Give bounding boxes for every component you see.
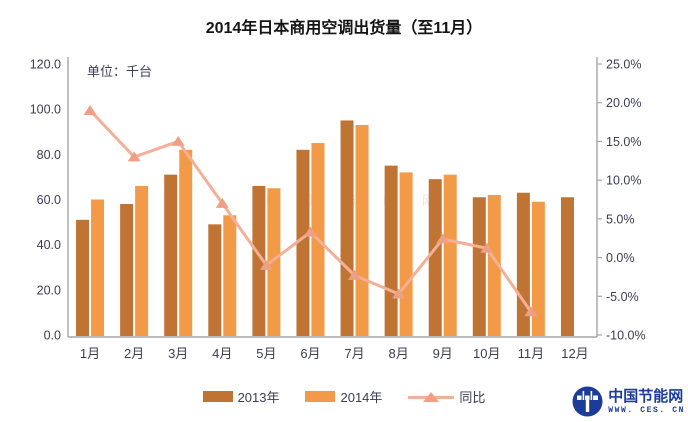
bar-2013年-1月 [76, 219, 90, 336]
bar-2013年-8月 [384, 165, 398, 336]
right-axis-tick-label: 5.0% [606, 212, 635, 226]
bar-2013年-5月 [252, 185, 266, 336]
x-axis-label: 11月 [518, 346, 545, 361]
yoy-marker-5月 [259, 259, 273, 270]
legend-item-2013: 2013年 [202, 387, 280, 406]
x-axis-label: 6月 [300, 346, 320, 361]
ces-logo-text: 中国节能网 WWW. CES. CN [608, 389, 685, 415]
legend-label-yoy: 同比 [459, 390, 486, 405]
bar-2014年-8月 [399, 172, 413, 336]
bar-2013年-4月 [208, 224, 222, 336]
legend-label-2014: 2014年 [340, 390, 383, 405]
yoy-marker-8月 [392, 288, 406, 299]
x-axis-label: 9月 [433, 346, 453, 361]
left-axis-tick-label: 20.0 [37, 283, 61, 297]
right-axis-tick-label: 20.0% [606, 96, 641, 110]
bar-2013年-3月 [164, 174, 178, 336]
chart-title: 2014年日本商用空调出货量（至11月） [205, 20, 483, 37]
x-axis-label: 10月 [473, 346, 500, 361]
bar-2014年-4月 [223, 215, 237, 336]
bar-2013年-9月 [428, 179, 442, 336]
bar-2014年-10月 [487, 194, 501, 336]
ces-logo: 中国节能网 WWW. CES. CN [572, 386, 685, 417]
left-axis-tick-label: 100.0 [30, 103, 61, 117]
legend-swatch-2013 [202, 391, 233, 402]
yoy-marker-2月 [127, 151, 141, 162]
right-axis-tick-label: -10.0% [606, 329, 646, 343]
yoy-marker-7月 [348, 269, 362, 280]
ces-site-name: 中国节能网 [608, 387, 684, 405]
left-axis-tick-label: 0.0 [44, 329, 61, 343]
legend-swatch-2014 [305, 391, 336, 402]
yoy-marker-10月 [480, 242, 494, 253]
yoy-marker-3月 [171, 135, 185, 146]
right-axis-tick-label: 25.0% [606, 58, 641, 72]
x-axis-label: 8月 [389, 346, 409, 361]
bar-2013年-7月 [340, 120, 354, 336]
bar-2014年-9月 [443, 174, 457, 336]
x-axis-label: 4月 [212, 346, 232, 361]
left-axis-tick-label: 40.0 [37, 238, 61, 252]
right-axis-tick-label: -5.0% [606, 290, 639, 304]
ces-logo-icon [572, 386, 603, 417]
yoy-marker-9月 [436, 233, 450, 244]
yoy-line [88, 109, 533, 313]
left-axis-tick-label: 80.0 [37, 148, 61, 162]
ces-site-url: WWW. CES. CN [608, 405, 685, 415]
left-axis-tick-label: 120.0 [30, 58, 61, 72]
legend-triangle-marker-icon [423, 391, 440, 402]
yoy-marker-6月 [303, 226, 317, 237]
right-axis-tick-label: 15.0% [606, 135, 641, 149]
right-axis-tick-label: 10.0% [606, 174, 641, 188]
bar-2014年-7月 [355, 124, 369, 336]
bar-2014年-2月 [135, 185, 149, 336]
bar-2013年-12月 [560, 197, 574, 336]
left-axis-tick-label: 60.0 [37, 193, 61, 207]
bar-2014年-5月 [267, 188, 281, 336]
bar-2014年-3月 [179, 149, 193, 336]
legend: 2013年 2014年 同比 [0, 387, 688, 406]
yoy-marker-4月 [215, 197, 229, 208]
bar-2013年-11月 [516, 192, 530, 336]
bar-2014年-11月 [531, 201, 545, 336]
legend-item-yoy: 同比 [408, 387, 485, 406]
x-axis-label: 5月 [256, 346, 276, 361]
bar-2014年-1月 [91, 199, 105, 336]
bar-2013年-10月 [472, 197, 486, 336]
legend-label-2013: 2013年 [237, 390, 280, 405]
x-axis-label: 12月 [561, 346, 588, 361]
x-axis-label: 7月 [344, 346, 364, 361]
legend-line-sample [408, 391, 455, 403]
x-axis-label: 1月 [80, 346, 100, 361]
legend-item-2014: 2014年 [305, 387, 382, 406]
unit-label: 单位：千台 [87, 64, 153, 79]
right-axis-tick-label: 0.0% [606, 251, 635, 265]
x-axis-label: 3月 [168, 346, 188, 361]
x-axis-label: 2月 [124, 346, 144, 361]
bar-2013年-2月 [120, 204, 134, 336]
bar-2013年-6月 [296, 149, 310, 336]
yoy-marker-11月 [524, 306, 538, 317]
yoy-marker-1月 [83, 104, 97, 115]
